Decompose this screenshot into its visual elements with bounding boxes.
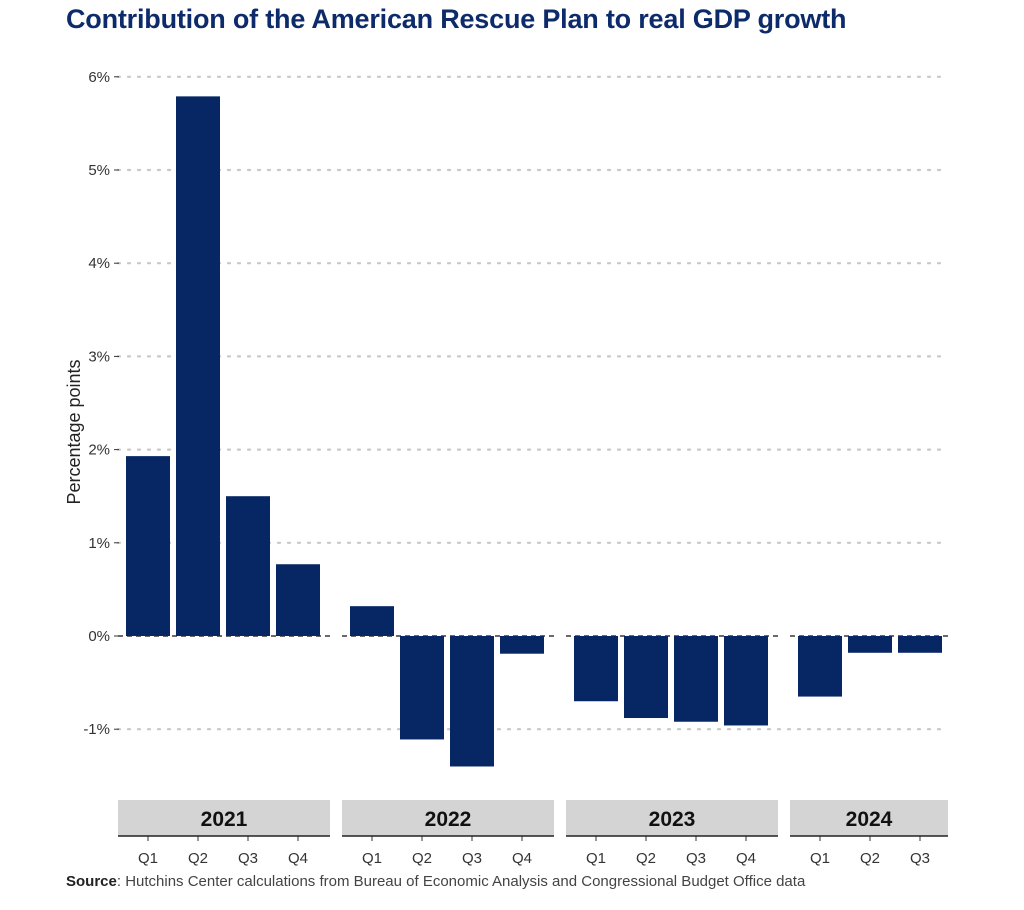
x-tick-label: Q1: [586, 850, 606, 867]
bar-2023-Q2: [624, 636, 668, 719]
x-tick-label: Q3: [462, 850, 482, 867]
x-tick-label: Q3: [686, 850, 706, 867]
gridlines: [116, 75, 950, 731]
source-text: : Hutchins Center calculations from Bure…: [116, 873, 806, 890]
x-tick-label: Q2: [636, 850, 656, 867]
bar-2022-Q4: [500, 636, 544, 654]
x-tick-label: Q2: [412, 850, 432, 867]
y-tick-label: 1%: [88, 535, 110, 552]
bar-2021-Q2: [176, 96, 220, 636]
y-tick-label: 0%: [88, 628, 110, 645]
facet-strip-label: 2024: [846, 808, 893, 831]
facet-strip: [342, 800, 554, 836]
bar-2023-Q4: [724, 636, 768, 726]
facet-strip-label: 2023: [649, 808, 696, 831]
bar-2024-Q1: [798, 636, 842, 697]
chart-title: Contribution of the American Rescue Plan…: [66, 4, 847, 34]
y-tick-label: 6%: [88, 69, 110, 86]
x-tick-label: Q1: [138, 850, 158, 867]
x-tick-label: Q4: [512, 850, 532, 867]
x-tick-label: Q4: [736, 850, 756, 867]
bar-2021-Q3: [226, 496, 270, 636]
facet-strip: [566, 800, 778, 836]
facet-strip-label: 2021: [201, 808, 248, 831]
bar-2022-Q1: [350, 606, 394, 636]
bar-chart: Percentage points -1% 0% 1% 2% 3% 4% 5% 6% Q1 Q2…: [64, 69, 950, 867]
y-axis-ticks: -1% 0% 1% 2% 3% 4% 5% 6%: [83, 69, 119, 738]
source-label: Source: [66, 873, 117, 890]
bar-2022-Q2: [400, 636, 444, 740]
facet-strip: [790, 800, 948, 836]
facet-strip: [118, 800, 330, 836]
facet-strip-label: 2022: [425, 808, 472, 831]
facet-2024: Q1 Q2 Q3 2024: [790, 635, 948, 867]
y-tick-label: 2%: [88, 442, 110, 459]
bar-2024-Q3: [898, 636, 942, 653]
source-note: Source: Hutchins Center calculations fro…: [66, 873, 805, 890]
x-tick-label: Q4: [288, 850, 308, 867]
bar-2021-Q1: [126, 456, 170, 636]
facet-2022: Q1 Q2 Q3 Q4 2022: [342, 606, 554, 867]
bar-2024-Q2: [848, 636, 892, 653]
bar-2022-Q3: [450, 636, 494, 767]
bar-2023-Q1: [574, 636, 618, 702]
x-tick-label: Q3: [238, 850, 258, 867]
bar-2023-Q3: [674, 636, 718, 722]
facet-panels: Q1 Q2 Q3 Q4 2021 Q1 Q2 Q3 Q4 2022 Q1 Q2 Q3 Q4 2023 Q1 Q2…: [118, 96, 948, 867]
y-tick-label: -1%: [83, 721, 110, 738]
x-tick-label: Q1: [810, 850, 830, 867]
facet-2023: Q1 Q2 Q3 Q4 2023: [566, 635, 778, 867]
x-tick-label: Q2: [860, 850, 880, 867]
y-axis-label: Percentage points: [64, 359, 84, 504]
bar-2021-Q4: [276, 564, 320, 636]
y-tick-label: 3%: [88, 348, 110, 365]
x-tick-label: Q1: [362, 850, 382, 867]
facet-2021: Q1 Q2 Q3 Q4 2021: [118, 96, 330, 867]
x-tick-label: Q2: [188, 850, 208, 867]
y-tick-label: 4%: [88, 255, 110, 272]
y-tick-label: 5%: [88, 162, 110, 179]
x-tick-label: Q3: [910, 850, 930, 867]
